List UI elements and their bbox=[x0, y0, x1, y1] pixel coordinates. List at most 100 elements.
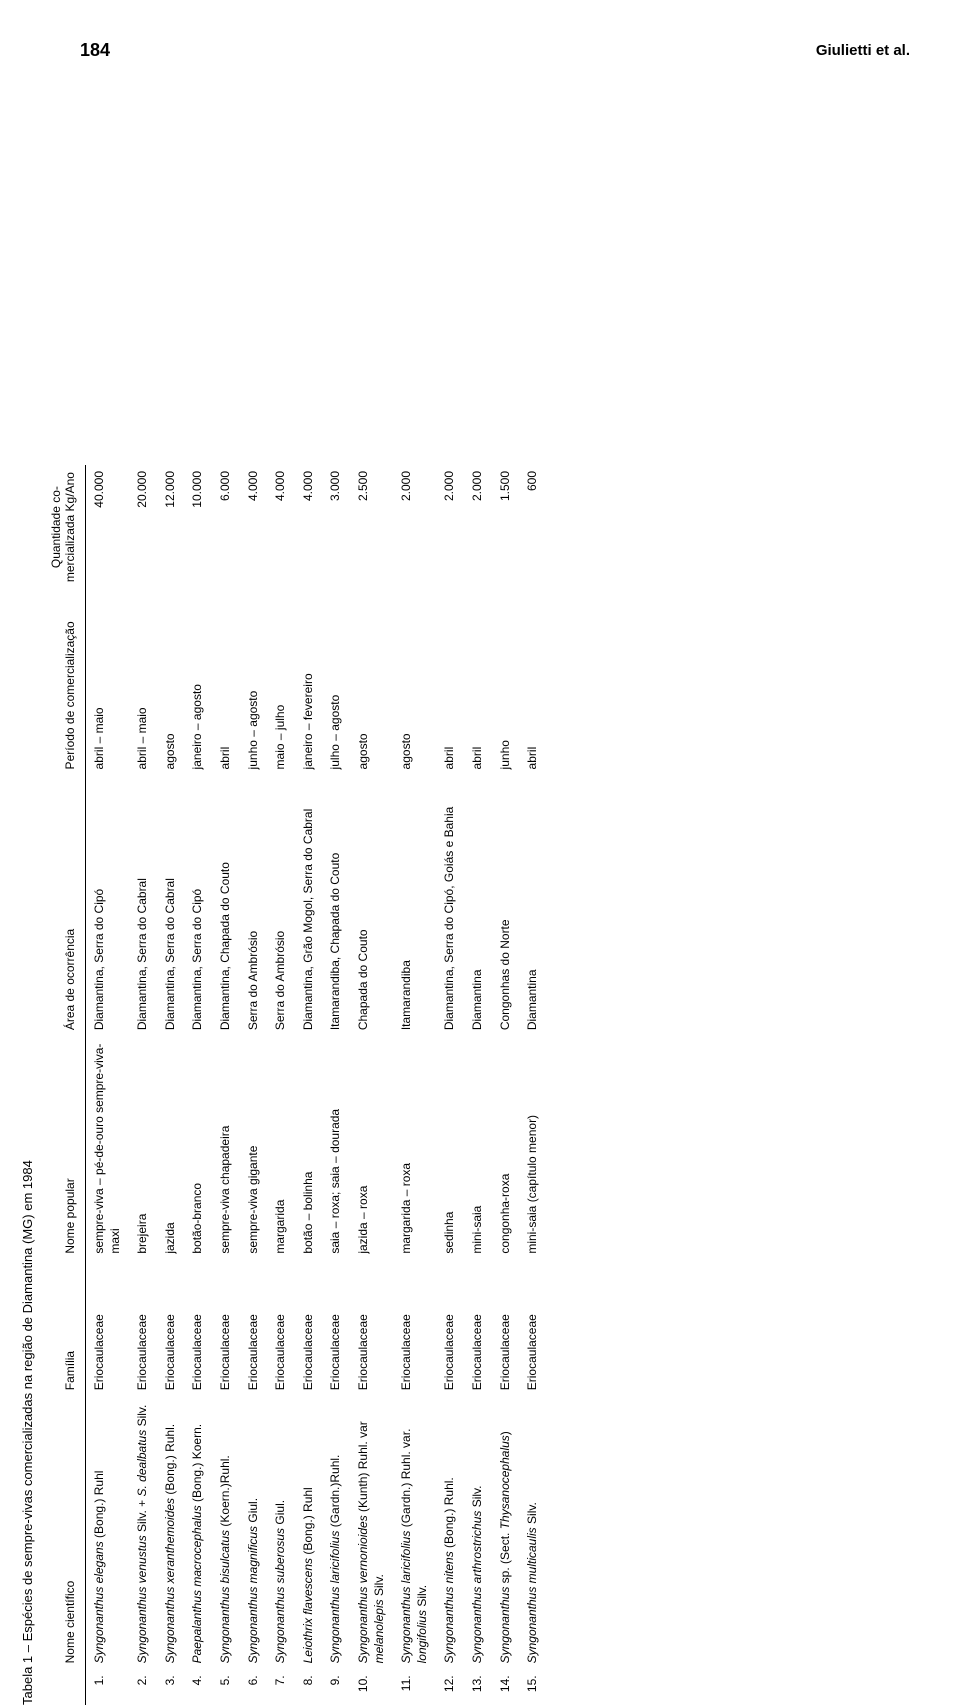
table-row: 4.Paepalanthus macrocephalus (Bong.) Koe… bbox=[184, 465, 212, 1705]
header-nome-cientifico: Nome científico bbox=[45, 1396, 86, 1669]
cell-familia: Eriocaulaceae bbox=[212, 1260, 240, 1397]
cell-nome-cientifico: Syngonanthus magnificus Giul. bbox=[240, 1396, 268, 1669]
cell-area: Diamantina, Grão Mogol, Serra do Cabral bbox=[295, 775, 323, 1036]
cell-nome-popular: botão – bolinha bbox=[295, 1036, 323, 1259]
cell-num: 15. bbox=[519, 1669, 547, 1705]
header-area: Área de ocorrência bbox=[45, 775, 86, 1036]
table-row: 1.Syngonanthus elegans (Bong.) RuhlErioc… bbox=[86, 465, 130, 1705]
cell-area: Diamantina, Serra do Cabral bbox=[157, 775, 185, 1036]
cell-nome-popular: mini-saia (capítulo menor) bbox=[519, 1036, 547, 1259]
table-row: 5.Syngonanthus bisulcatus (Koern.)Ruhl.E… bbox=[212, 465, 240, 1705]
header-blank bbox=[45, 1669, 86, 1705]
cell-familia: Eriocaulaceae bbox=[436, 1260, 464, 1397]
species-table: Nome científico Família Nome popular Áre… bbox=[45, 465, 547, 1705]
cell-nome-cientifico: Syngonanthus bisulcatus (Koern.)Ruhl. bbox=[212, 1396, 240, 1669]
cell-num: 7. bbox=[267, 1669, 295, 1705]
page-header: 184 Giulietti et al. bbox=[80, 40, 910, 61]
rotated-table-area: Tabela 1 – Espécies de sempre-vivas come… bbox=[20, 465, 850, 1705]
cell-periodo: julho – agosto bbox=[322, 589, 350, 775]
cell-nome-cientifico: Syngonanthus laricifolius (Gardn.)Ruhl. bbox=[322, 1396, 350, 1669]
cell-familia: Eriocaulaceae bbox=[184, 1260, 212, 1397]
cell-periodo: agosto bbox=[393, 589, 436, 775]
cell-num: 14. bbox=[492, 1669, 520, 1705]
cell-num: 6. bbox=[240, 1669, 268, 1705]
cell-num: 2. bbox=[129, 1669, 157, 1705]
cell-periodo: janeiro – agosto bbox=[184, 589, 212, 775]
cell-area: Chapada do Couto bbox=[350, 775, 393, 1036]
cell-nome-cientifico: Leiothrix flavescens (Bong.) Ruhl bbox=[295, 1396, 323, 1669]
cell-nome-popular: jazida bbox=[157, 1036, 185, 1259]
cell-area: Diamantina bbox=[464, 775, 492, 1036]
table-row: 12.Syngonanthus nitens (Bong.) Ruhl.Erio… bbox=[436, 465, 464, 1705]
cell-quantidade: 20.000 bbox=[129, 465, 157, 589]
cell-nome-popular: congonha-roxa bbox=[492, 1036, 520, 1259]
authors: Giulietti et al. bbox=[816, 42, 910, 59]
table-row: 13.Syngonanthus arthrostrichus Silv.Erio… bbox=[464, 465, 492, 1705]
cell-nome-popular: brejeira bbox=[129, 1036, 157, 1259]
cell-nome-cientifico: Syngonanthus suberosus Giul. bbox=[267, 1396, 295, 1669]
cell-quantidade: 4.000 bbox=[295, 465, 323, 589]
cell-periodo: maio – julho bbox=[267, 589, 295, 775]
cell-nome-popular: sedinha bbox=[436, 1036, 464, 1259]
cell-familia: Eriocaulaceae bbox=[322, 1260, 350, 1397]
cell-periodo: agosto bbox=[157, 589, 185, 775]
cell-num: 11. bbox=[393, 1669, 436, 1705]
cell-num: 5. bbox=[212, 1669, 240, 1705]
cell-nome-cientifico: Syngonanthus arthrostrichus Silv. bbox=[464, 1396, 492, 1669]
table-row: 2.Syngonanthus venustus Silv. + S. dealb… bbox=[129, 465, 157, 1705]
cell-area: Diamantina, Serra do Cipó, Goiás e Bahia bbox=[436, 775, 464, 1036]
cell-nome-popular: sempre-viva – pé-de-ouro sempre-viva-max… bbox=[86, 1036, 130, 1259]
cell-familia: Eriocaulaceae bbox=[464, 1260, 492, 1397]
cell-num: 9. bbox=[322, 1669, 350, 1705]
cell-num: 10. bbox=[350, 1669, 393, 1705]
table-title: Tabela 1 – Espécies de sempre-vivas come… bbox=[20, 465, 35, 1705]
cell-familia: Eriocaulaceae bbox=[393, 1260, 436, 1397]
table-header-row: Nome científico Família Nome popular Áre… bbox=[45, 465, 86, 1705]
cell-area: Congonhas do Norte bbox=[492, 775, 520, 1036]
cell-area: Diamantina bbox=[519, 775, 547, 1036]
cell-area: Diamantina, Serra do Cipó bbox=[184, 775, 212, 1036]
cell-nome-cientifico: Syngonanthus laricifolius (Gardn.) Ruhl.… bbox=[393, 1396, 436, 1669]
cell-quantidade: 2.000 bbox=[436, 465, 464, 589]
cell-nome-popular: margarida – roxa bbox=[393, 1036, 436, 1259]
cell-familia: Eriocaulaceae bbox=[350, 1260, 393, 1397]
cell-num: 13. bbox=[464, 1669, 492, 1705]
cell-quantidade: 2.000 bbox=[393, 465, 436, 589]
table-row: 8.Leiothrix flavescens (Bong.) RuhlErioc… bbox=[295, 465, 323, 1705]
cell-nome-cientifico: Syngonanthus vernonioides (Kunth) Ruhl. … bbox=[350, 1396, 393, 1669]
cell-familia: Eriocaulaceae bbox=[267, 1260, 295, 1397]
cell-periodo: abril bbox=[212, 589, 240, 775]
table-row: 11.Syngonanthus laricifolius (Gardn.) Ru… bbox=[393, 465, 436, 1705]
cell-area: Diamantina, Serra do Cabral bbox=[129, 775, 157, 1036]
cell-area: Diamantina, Serra do Cipó bbox=[86, 775, 130, 1036]
cell-area: Serra do Ambrósio bbox=[267, 775, 295, 1036]
cell-periodo: abril – maio bbox=[86, 589, 130, 775]
cell-quantidade: 40.000 bbox=[86, 465, 130, 589]
cell-periodo: abril bbox=[519, 589, 547, 775]
cell-periodo: junho bbox=[492, 589, 520, 775]
cell-quantidade: 2.500 bbox=[350, 465, 393, 589]
cell-quantidade: 1.500 bbox=[492, 465, 520, 589]
cell-periodo: abril – maio bbox=[129, 589, 157, 775]
table-row: 6.Syngonanthus magnificus Giul.Eriocaula… bbox=[240, 465, 268, 1705]
cell-num: 4. bbox=[184, 1669, 212, 1705]
cell-nome-cientifico: Paepalanthus macrocephalus (Bong.) Koern… bbox=[184, 1396, 212, 1669]
table-body: 1.Syngonanthus elegans (Bong.) RuhlErioc… bbox=[86, 465, 547, 1705]
table-row: 14.Syngonanthus sp. (Sect. Thysanocephal… bbox=[492, 465, 520, 1705]
header-periodo: Período de comercialização bbox=[45, 589, 86, 775]
cell-nome-popular: margarida bbox=[267, 1036, 295, 1259]
cell-nome-cientifico: Syngonanthus sp. (Sect. Thysanocephalus) bbox=[492, 1396, 520, 1669]
cell-area: Diamantina, Chapada do Couto bbox=[212, 775, 240, 1036]
table-row: 3.Syngonanthus xeranthemoides (Bong.) Ru… bbox=[157, 465, 185, 1705]
table-row: 15.Syngonanthus multicaulis Silv.Eriocau… bbox=[519, 465, 547, 1705]
cell-area: Itamarandiba bbox=[393, 775, 436, 1036]
cell-area: Itamarandiba, Chapada do Couto bbox=[322, 775, 350, 1036]
cell-nome-popular: botão-branco bbox=[184, 1036, 212, 1259]
cell-periodo: junho – agosto bbox=[240, 589, 268, 775]
cell-periodo: janeiro – fevereiro bbox=[295, 589, 323, 775]
cell-familia: Eriocaulaceae bbox=[86, 1260, 130, 1397]
cell-quantidade: 6.000 bbox=[212, 465, 240, 589]
cell-nome-cientifico: Syngonanthus nitens (Bong.) Ruhl. bbox=[436, 1396, 464, 1669]
cell-periodo: abril bbox=[464, 589, 492, 775]
cell-nome-popular: sempre-viva chapadeira bbox=[212, 1036, 240, 1259]
